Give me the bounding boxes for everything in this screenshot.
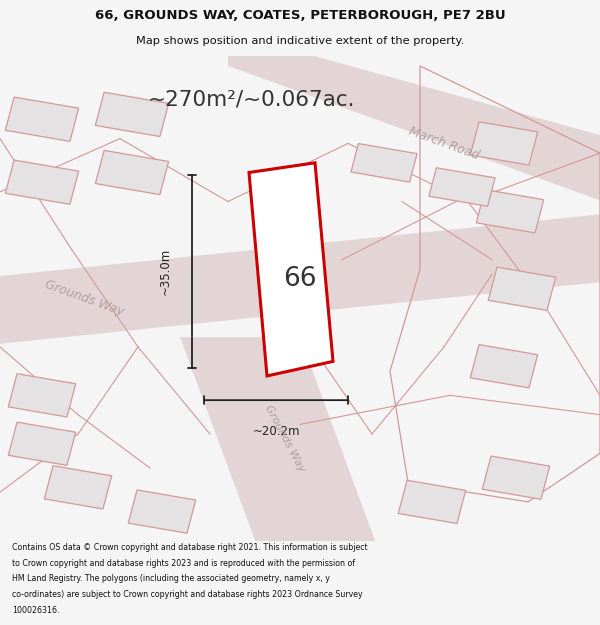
Text: 66, GROUNDS WAY, COATES, PETERBOROUGH, PE7 2BU: 66, GROUNDS WAY, COATES, PETERBOROUGH, P… <box>95 9 505 22</box>
Polygon shape <box>5 97 79 141</box>
Polygon shape <box>351 144 417 182</box>
Polygon shape <box>5 160 79 204</box>
Text: ~20.2m: ~20.2m <box>252 425 300 438</box>
Polygon shape <box>470 344 538 388</box>
Text: co-ordinates) are subject to Crown copyright and database rights 2023 Ordnance S: co-ordinates) are subject to Crown copyr… <box>12 590 362 599</box>
Polygon shape <box>488 267 556 311</box>
Polygon shape <box>95 92 169 136</box>
Polygon shape <box>8 374 76 417</box>
Text: to Crown copyright and database rights 2023 and is reproduced with the permissio: to Crown copyright and database rights 2… <box>12 559 355 568</box>
Polygon shape <box>482 456 550 499</box>
Text: HM Land Registry. The polygons (including the associated geometry, namely x, y: HM Land Registry. The polygons (includin… <box>12 574 330 583</box>
Polygon shape <box>44 466 112 509</box>
Text: Grounds Way: Grounds Way <box>43 278 125 319</box>
Polygon shape <box>95 151 169 194</box>
Polygon shape <box>476 189 544 233</box>
Text: 66: 66 <box>283 266 317 292</box>
Polygon shape <box>228 32 600 211</box>
Text: Grounds Way: Grounds Way <box>263 404 307 474</box>
Polygon shape <box>249 162 333 376</box>
Text: March Road: March Road <box>407 124 481 162</box>
Polygon shape <box>128 490 196 533</box>
Polygon shape <box>470 122 538 165</box>
Text: 100026316.: 100026316. <box>12 606 59 614</box>
Text: Contains OS data © Crown copyright and database right 2021. This information is : Contains OS data © Crown copyright and d… <box>12 543 368 552</box>
Text: ~270m²/~0.067ac.: ~270m²/~0.067ac. <box>148 90 356 110</box>
Polygon shape <box>0 211 600 347</box>
Polygon shape <box>8 422 76 466</box>
Text: ~35.0m: ~35.0m <box>158 248 172 296</box>
Polygon shape <box>429 168 495 206</box>
Polygon shape <box>180 338 384 565</box>
Polygon shape <box>398 480 466 524</box>
Text: Map shows position and indicative extent of the property.: Map shows position and indicative extent… <box>136 36 464 46</box>
